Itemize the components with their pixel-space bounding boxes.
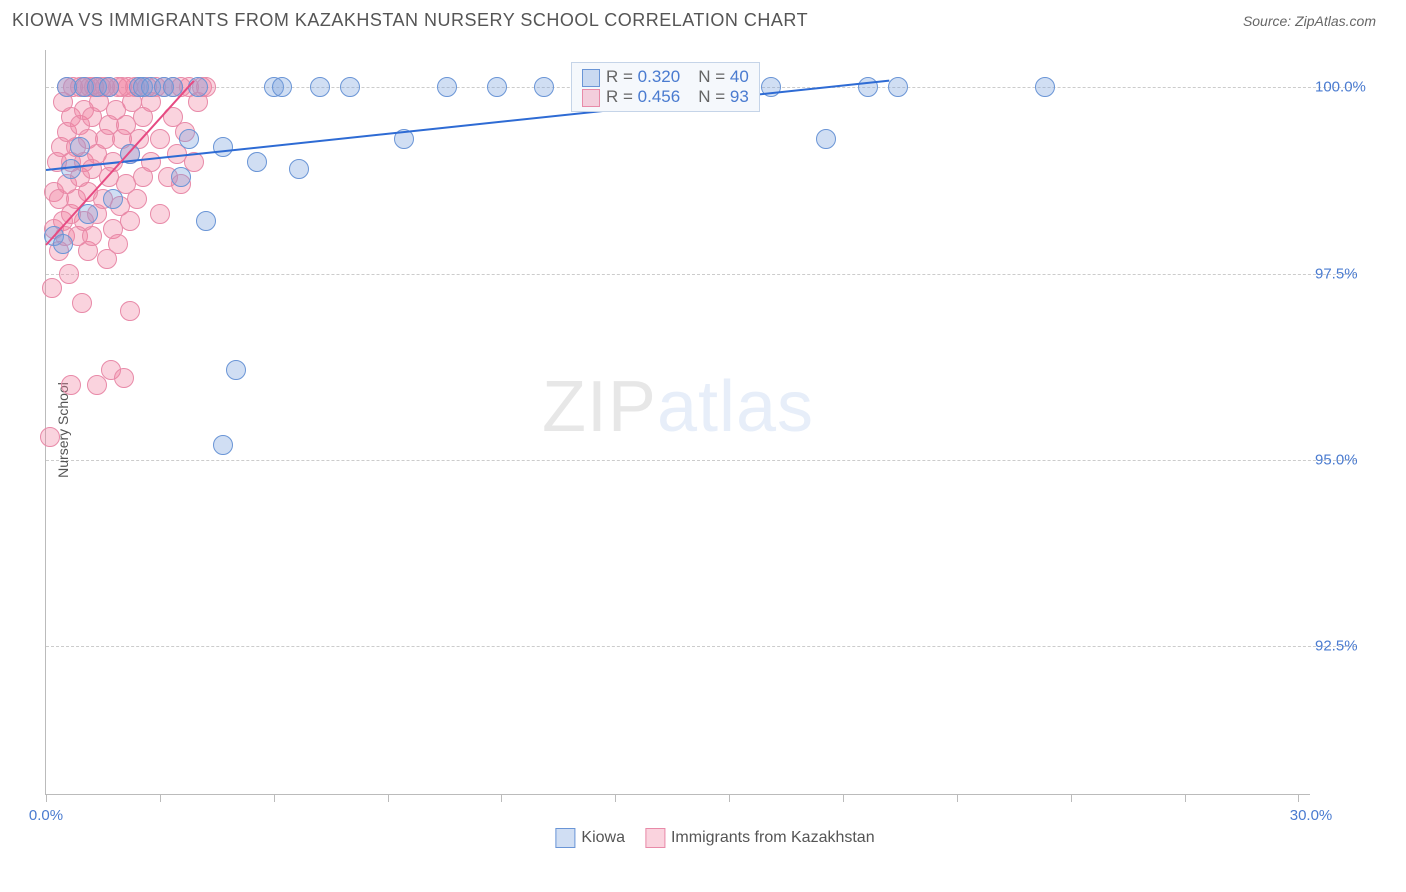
n-value: 40: [730, 67, 749, 86]
x-tick: [160, 794, 161, 802]
scatter-point: [42, 278, 62, 298]
watermark-zip: ZIP: [542, 367, 657, 447]
x-tick: [501, 794, 502, 802]
gridline: [46, 646, 1356, 647]
legend-item: Immigrants from Kazakhstan: [645, 828, 875, 848]
scatter-point: [534, 77, 554, 97]
y-tick-label: 95.0%: [1315, 451, 1385, 468]
watermark-atlas: atlas: [657, 367, 814, 447]
scatter-point: [61, 159, 81, 179]
legend-swatch: [555, 828, 575, 848]
n-label: N =: [698, 67, 730, 86]
scatter-point: [487, 77, 507, 97]
scatter-point: [247, 152, 267, 172]
scatter-point: [888, 77, 908, 97]
chart-header: KIOWA VS IMMIGRANTS FROM KAZAKHSTAN NURS…: [0, 0, 1406, 36]
y-tick-label: 92.5%: [1315, 638, 1385, 655]
x-tick: [729, 794, 730, 802]
x-tick: [1298, 794, 1299, 802]
gridline: [46, 460, 1356, 461]
chart-source: Source: ZipAtlas.com: [1243, 13, 1376, 29]
scatter-point: [141, 152, 161, 172]
scatter-point: [179, 129, 199, 149]
scatter-point: [1035, 77, 1055, 97]
x-tick-label: 0.0%: [29, 807, 63, 824]
scatter-point: [87, 375, 107, 395]
scatter-point: [61, 375, 81, 395]
watermark: ZIPatlas: [542, 366, 814, 448]
scatter-point: [150, 204, 170, 224]
series-swatch: [582, 89, 600, 107]
correlation-infobox: R = 0.320 N = 40 R = 0.456 N = 93: [571, 62, 760, 112]
scatter-point: [127, 189, 147, 209]
scatter-point: [816, 129, 836, 149]
legend: Kiowa Immigrants from Kazakhstan: [555, 828, 874, 848]
n-value: 93: [730, 87, 749, 106]
scatter-point: [272, 77, 292, 97]
scatter-point: [213, 137, 233, 157]
x-tick: [1071, 794, 1072, 802]
x-tick: [274, 794, 275, 802]
infobox-row: R = 0.320 N = 40: [582, 67, 749, 87]
x-tick: [388, 794, 389, 802]
y-tick-label: 100.0%: [1315, 79, 1385, 96]
plot-area: ZIPatlas 100.0%97.5%95.0%92.5%0.0%30.0%R…: [45, 50, 1310, 795]
legend-item: Kiowa: [555, 828, 625, 848]
scatter-point: [171, 167, 191, 187]
scatter-point: [108, 234, 128, 254]
x-tick: [615, 794, 616, 802]
x-tick: [46, 794, 47, 802]
infobox-row: R = 0.456 N = 93: [582, 87, 749, 107]
scatter-point: [120, 301, 140, 321]
x-tick-label: 30.0%: [1290, 807, 1333, 824]
r-label: R =: [606, 67, 638, 86]
x-tick: [843, 794, 844, 802]
scatter-point: [188, 77, 208, 97]
scatter-point: [103, 189, 123, 209]
scatter-point: [226, 360, 246, 380]
scatter-point: [196, 211, 216, 231]
scatter-point: [310, 77, 330, 97]
scatter-point: [59, 264, 79, 284]
scatter-point: [120, 211, 140, 231]
scatter-point: [150, 129, 170, 149]
scatter-point: [437, 77, 457, 97]
scatter-point: [53, 234, 73, 254]
chart-title: KIOWA VS IMMIGRANTS FROM KAZAKHSTAN NURS…: [12, 10, 808, 31]
r-label: R =: [606, 87, 638, 106]
x-tick: [957, 794, 958, 802]
y-tick-label: 97.5%: [1315, 265, 1385, 282]
n-label: N =: [698, 87, 730, 106]
r-value: 0.456: [638, 87, 681, 106]
legend-label: Immigrants from Kazakhstan: [671, 829, 875, 847]
scatter-point: [70, 137, 90, 157]
r-value: 0.320: [638, 67, 681, 86]
scatter-point: [213, 435, 233, 455]
scatter-point: [82, 226, 102, 246]
legend-label: Kiowa: [581, 829, 625, 847]
scatter-point: [99, 77, 119, 97]
scatter-point: [289, 159, 309, 179]
series-swatch: [582, 69, 600, 87]
scatter-point: [40, 427, 60, 447]
scatter-point: [72, 293, 92, 313]
chart-container: Nursery School ZIPatlas 100.0%97.5%95.0%…: [45, 50, 1385, 810]
legend-swatch: [645, 828, 665, 848]
scatter-point: [340, 77, 360, 97]
gridline: [46, 274, 1356, 275]
scatter-point: [114, 368, 134, 388]
x-tick: [1185, 794, 1186, 802]
